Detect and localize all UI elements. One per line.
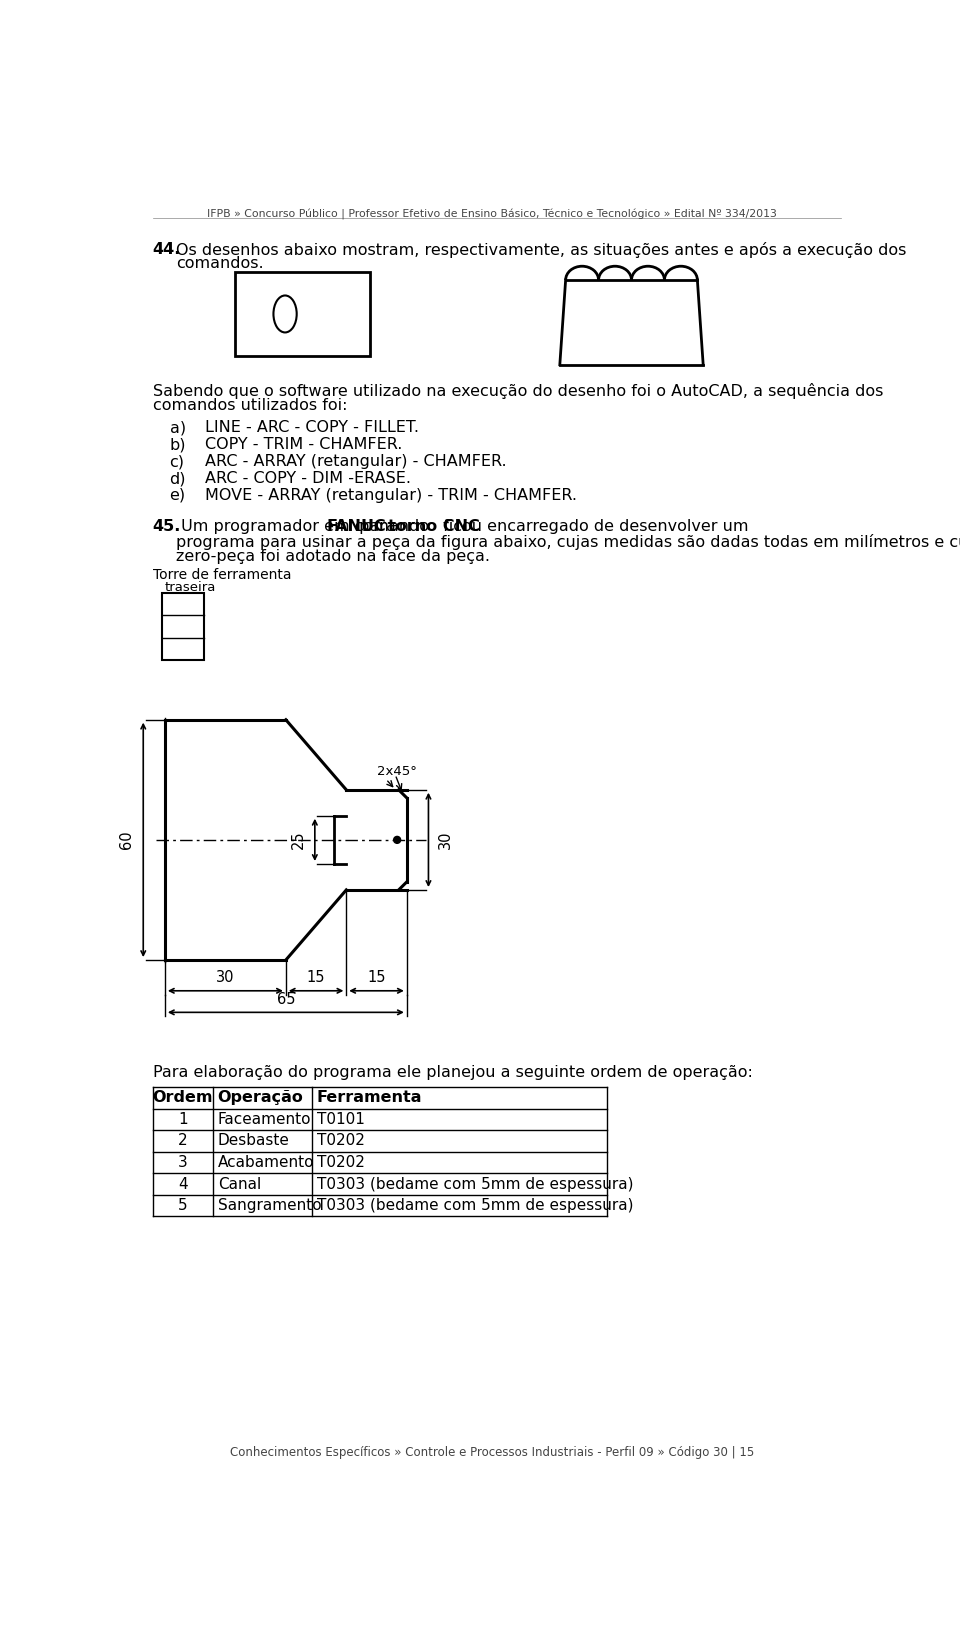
Text: 60: 60 xyxy=(119,830,134,848)
Text: T0303 (bedame com 5mm de espessura): T0303 (bedame com 5mm de espessura) xyxy=(317,1177,634,1191)
Text: Ordem: Ordem xyxy=(153,1090,213,1106)
Text: 5: 5 xyxy=(178,1198,187,1213)
Text: comandos.: comandos. xyxy=(176,256,263,271)
Text: zero-peça foi adotado na face da peça.: zero-peça foi adotado na face da peça. xyxy=(176,548,490,565)
Text: comandos utilizados foi:: comandos utilizados foi: xyxy=(153,397,348,414)
Text: Desbaste: Desbaste xyxy=(218,1134,290,1149)
Text: T0303 (bedame com 5mm de espessura): T0303 (bedame com 5mm de espessura) xyxy=(317,1198,634,1213)
Text: Operação: Operação xyxy=(218,1090,303,1106)
Text: para: para xyxy=(354,519,401,533)
Text: 15: 15 xyxy=(307,970,325,985)
FancyBboxPatch shape xyxy=(234,272,371,356)
Circle shape xyxy=(394,837,400,843)
Text: 30: 30 xyxy=(216,970,234,985)
Text: ficou encarregado de desenvolver um: ficou encarregado de desenvolver um xyxy=(438,519,749,533)
Text: ARC - COPY - DIM -ERASE.: ARC - COPY - DIM -ERASE. xyxy=(205,471,411,486)
Text: 2x45°: 2x45° xyxy=(376,765,417,778)
Text: 65: 65 xyxy=(276,991,295,1008)
Text: 1: 1 xyxy=(178,1113,187,1127)
Text: 25: 25 xyxy=(291,830,305,848)
Text: T0202: T0202 xyxy=(317,1134,365,1149)
Text: COPY - TRIM - CHAMFER.: COPY - TRIM - CHAMFER. xyxy=(205,437,402,453)
Text: torno CNC: torno CNC xyxy=(388,519,480,533)
Text: traseira: traseira xyxy=(164,581,216,594)
Text: IFPB » Concurso Público | Professor Efetivo de Ensino Básico, Técnico e Tecnológ: IFPB » Concurso Público | Professor Efet… xyxy=(207,210,777,220)
Text: programa para usinar a peça da figura abaixo, cujas medidas são dadas todas em m: programa para usinar a peça da figura ab… xyxy=(176,535,960,550)
Text: 15: 15 xyxy=(368,970,386,985)
Text: Ferramenta: Ferramenta xyxy=(317,1090,422,1106)
Text: T0101: T0101 xyxy=(317,1113,365,1127)
Text: Acabamento: Acabamento xyxy=(218,1155,314,1170)
Ellipse shape xyxy=(274,295,297,333)
Text: 2: 2 xyxy=(178,1134,187,1149)
Text: b): b) xyxy=(170,437,186,453)
Text: Canal: Canal xyxy=(218,1177,261,1191)
Bar xyxy=(162,592,204,660)
Text: 44.: 44. xyxy=(153,241,180,256)
Text: d): d) xyxy=(170,471,186,486)
Text: MOVE - ARRAY (retangular) - TRIM - CHAMFER.: MOVE - ARRAY (retangular) - TRIM - CHAMF… xyxy=(205,487,577,504)
Text: Sangramento: Sangramento xyxy=(218,1198,322,1213)
Text: c): c) xyxy=(170,455,184,469)
Text: Faceamento: Faceamento xyxy=(218,1113,311,1127)
Text: e): e) xyxy=(170,487,185,504)
Text: 30: 30 xyxy=(438,830,453,848)
Text: LINE - ARC - COPY - FILLET.: LINE - ARC - COPY - FILLET. xyxy=(205,420,420,435)
Text: Um programador em comando: Um programador em comando xyxy=(176,519,434,533)
Text: ARC - ARRAY (retangular) - CHAMFER.: ARC - ARRAY (retangular) - CHAMFER. xyxy=(205,455,507,469)
Text: 45.: 45. xyxy=(153,519,180,533)
Text: T0202: T0202 xyxy=(317,1155,365,1170)
Text: Os desenhos abaixo mostram, respectivamente, as situações antes e após a execuçã: Os desenhos abaixo mostram, respectivame… xyxy=(176,241,906,258)
Text: Sabendo que o software utilizado na execução do desenho foi o AutoCAD, a sequênc: Sabendo que o software utilizado na exec… xyxy=(153,384,883,399)
Text: Para elaboração do programa ele planejou a seguinte ordem de operação:: Para elaboração do programa ele planejou… xyxy=(153,1065,753,1080)
Text: a): a) xyxy=(170,420,185,435)
Text: 3: 3 xyxy=(178,1155,187,1170)
Text: FANUC: FANUC xyxy=(326,519,386,533)
Text: Torre de ferramenta: Torre de ferramenta xyxy=(153,568,291,583)
Text: 4: 4 xyxy=(178,1177,187,1191)
Text: Conhecimentos Específicos » Controle e Processos Industriais - Perfil 09 » Códig: Conhecimentos Específicos » Controle e P… xyxy=(229,1446,755,1459)
